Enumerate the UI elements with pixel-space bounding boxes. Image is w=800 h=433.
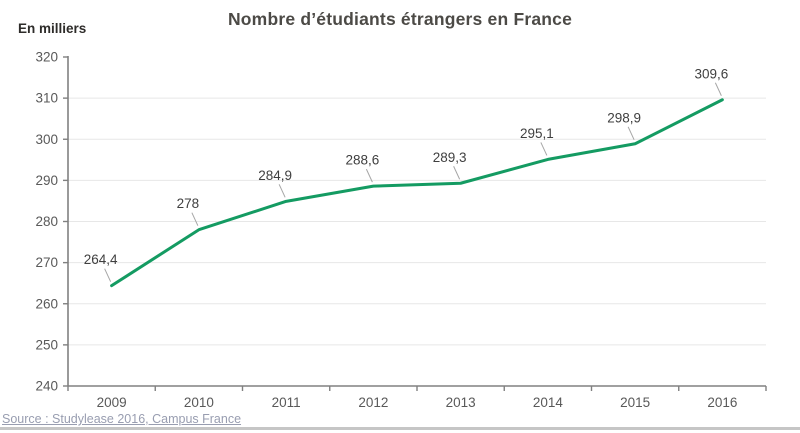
y-tick-label: 240 — [35, 379, 58, 394]
x-tick-label: 2009 — [97, 395, 127, 410]
label-leader-line — [104, 268, 112, 282]
x-tick-label: 2013 — [446, 395, 476, 410]
data-label: 278 — [177, 196, 200, 211]
label-leader-line — [191, 212, 199, 226]
x-tick-label: 2012 — [358, 395, 388, 410]
y-tick-label: 310 — [35, 91, 58, 106]
y-tick-label: 260 — [35, 296, 58, 311]
data-label: 284,9 — [258, 168, 292, 183]
y-tick-label: 300 — [35, 132, 58, 147]
label-leader-line — [365, 168, 373, 183]
source-link[interactable]: Source : Studylease 2016, Campus France — [2, 412, 242, 426]
data-label: 264,4 — [84, 252, 118, 267]
label-leader-line — [278, 184, 286, 198]
data-label: 295,1 — [520, 126, 554, 141]
y-axis-unit-label: En milliers — [18, 21, 87, 36]
chart-title: Nombre d’étudiants étrangers en France — [227, 9, 573, 29]
label-leader-line — [453, 166, 461, 180]
data-label: 288,6 — [345, 153, 379, 168]
label-leader-line — [540, 142, 548, 156]
y-tick-label: 280 — [35, 214, 58, 229]
x-tick-label: 2014 — [533, 395, 564, 410]
y-tick-label: 320 — [35, 50, 58, 65]
x-tick-label: 2010 — [184, 395, 214, 410]
bottom-divider — [0, 427, 800, 430]
y-tick-label: 270 — [35, 255, 58, 270]
label-leader-line — [714, 82, 722, 96]
data-label: 309,6 — [694, 66, 728, 81]
y-tick-label: 290 — [35, 173, 58, 188]
x-tick-label: 2011 — [272, 395, 301, 410]
x-tick-label: 2015 — [620, 395, 650, 410]
y-tick-label: 250 — [35, 337, 58, 352]
label-leader-line — [627, 126, 635, 140]
data-line — [110, 98, 724, 288]
data-label: 298,9 — [607, 110, 641, 125]
x-tick-label: 2016 — [707, 395, 737, 410]
data-label: 289,3 — [433, 150, 467, 165]
